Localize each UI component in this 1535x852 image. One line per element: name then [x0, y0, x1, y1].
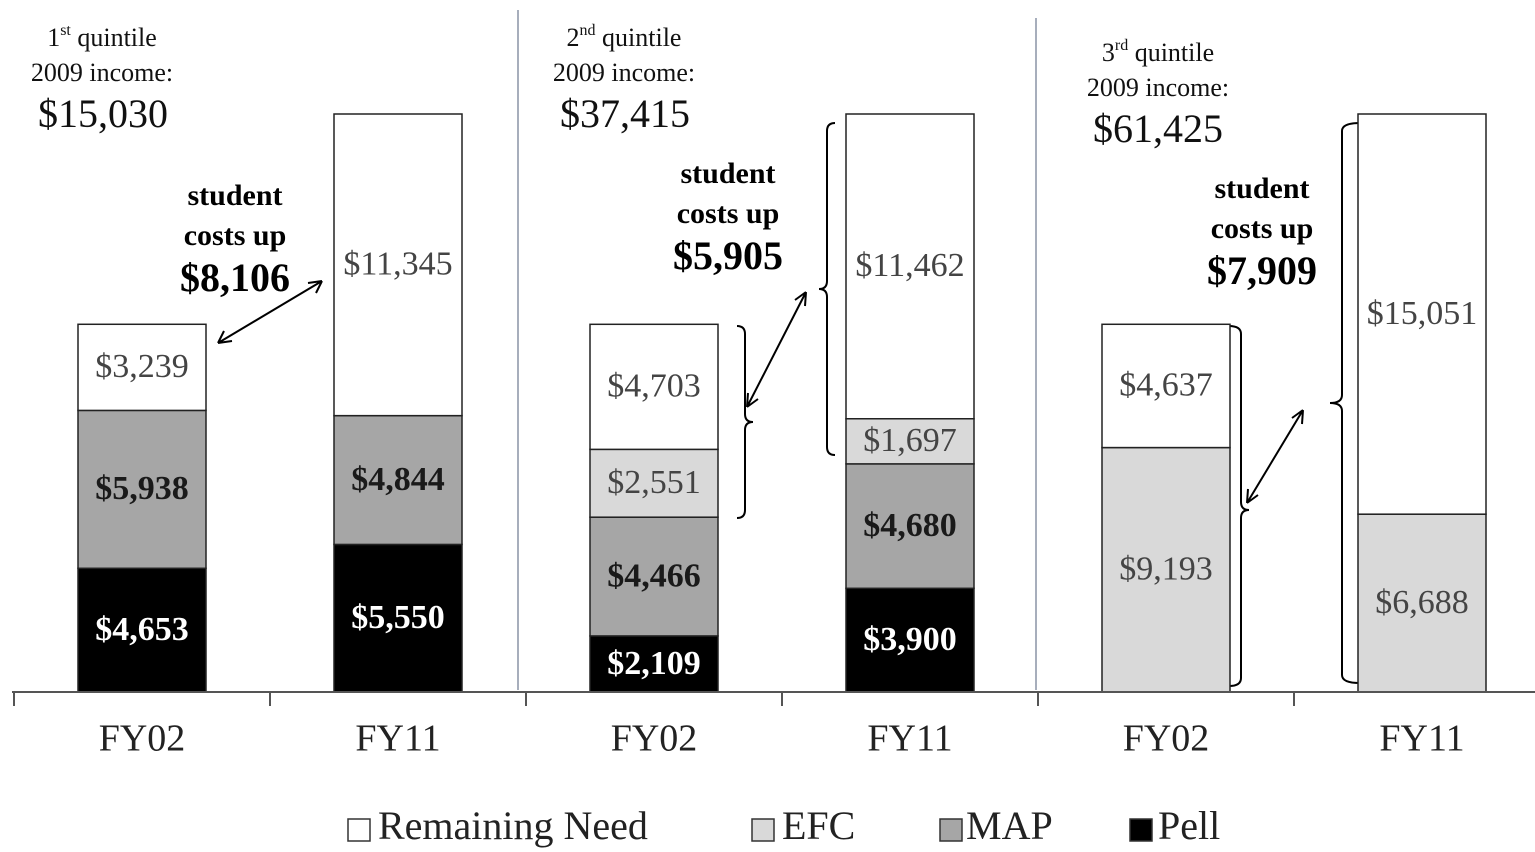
ordinal: 3: [1102, 38, 1115, 67]
value-label: $1,697: [863, 422, 957, 459]
ordinal: 2: [567, 23, 580, 52]
value-label: $4,466: [607, 557, 701, 594]
group-label-text: quintile: [71, 23, 157, 52]
bar-segment: [333, 113, 463, 417]
note: costs up: [677, 197, 780, 230]
bar-segment: [1357, 113, 1487, 515]
bar-segment: [1101, 446, 1231, 693]
value-label: $9,193: [1119, 551, 1213, 588]
arrow: [1246, 409, 1304, 504]
legend-swatch: [1129, 818, 1153, 842]
value-label: $3,239: [95, 348, 189, 385]
group-label: 2nd quintile: [567, 22, 682, 52]
bar-segment: [77, 323, 207, 412]
bar-segment: [77, 409, 207, 570]
arrow: [217, 280, 323, 344]
x-tick-label: FY02: [1123, 718, 1210, 760]
note: student: [1214, 172, 1309, 205]
value-label: $11,345: [343, 246, 452, 283]
legend-label: Pell: [1158, 803, 1220, 848]
brace: [1228, 325, 1250, 687]
brace: [736, 325, 754, 519]
bar-segment: [1357, 513, 1487, 693]
value-label: $4,653: [95, 611, 189, 648]
arrow: [746, 291, 807, 408]
bar-segment: [333, 543, 463, 693]
x-tick-label: FY02: [99, 718, 186, 760]
value-label: $4,637: [1119, 367, 1213, 404]
group-label: 3rd quintile: [1102, 37, 1214, 67]
ordinal-suffix: rd: [1115, 37, 1128, 54]
brace: [1329, 122, 1361, 684]
value-label: $4,680: [863, 507, 957, 544]
value-label: $2,109: [607, 645, 701, 682]
bar-segment: [589, 516, 719, 637]
legend-swatch: [751, 818, 775, 842]
bar-segment: [589, 323, 719, 451]
value-label: $11,462: [855, 247, 964, 284]
legend-label: EFC: [782, 803, 855, 848]
ordinal: 1: [47, 23, 60, 52]
group-label-text: quintile: [596, 23, 682, 52]
ordinal-suffix: nd: [580, 22, 596, 39]
income: $37,415: [560, 91, 690, 136]
value-label: $15,051: [1367, 295, 1478, 332]
note: student: [680, 157, 775, 190]
value-label: $3,900: [863, 621, 957, 658]
group-label-text: quintile: [1128, 38, 1214, 67]
income: $15,030: [38, 91, 168, 136]
bar-segment: [845, 463, 975, 590]
value-label: $2,551: [607, 464, 701, 501]
bar-segment: [845, 418, 975, 465]
legend-swatch: [939, 818, 963, 842]
brace: [818, 122, 836, 456]
increase: $5,905: [673, 233, 783, 278]
value-label: $6,688: [1375, 584, 1469, 621]
x-tick-label: FY11: [867, 718, 952, 760]
income-label: 2009 income:: [553, 58, 695, 87]
value-label: $4,844: [351, 461, 445, 498]
value-label: $5,550: [351, 599, 445, 636]
income-label: 2009 income:: [31, 58, 173, 87]
note: costs up: [1211, 212, 1314, 245]
note: costs up: [184, 219, 287, 252]
bar-segment: [1101, 323, 1231, 449]
value-label: $5,938: [95, 470, 189, 507]
legend-label: MAP: [966, 803, 1053, 848]
legend-label: Remaining Need: [378, 803, 648, 848]
income-label: 2009 income:: [1087, 73, 1229, 102]
value-label: $4,703: [607, 368, 701, 405]
annotations: [217, 122, 1361, 687]
income: $61,425: [1093, 106, 1223, 151]
increase: $7,909: [1207, 248, 1317, 293]
bar-segment: [77, 567, 207, 693]
bar-segment: [845, 113, 975, 420]
x-tick-label: FY11: [355, 718, 440, 760]
x-tick-label: FY02: [611, 718, 698, 760]
legend-swatch: [347, 818, 371, 842]
increase: $8,106: [180, 255, 290, 300]
bar-segment: [333, 414, 463, 546]
bar-segment: [589, 448, 719, 518]
group-label: 1st quintile: [47, 22, 157, 52]
x-tick-label: FY11: [1379, 718, 1464, 760]
bar-segment: [845, 587, 975, 693]
note: student: [187, 179, 282, 212]
ordinal-suffix: st: [60, 22, 71, 39]
